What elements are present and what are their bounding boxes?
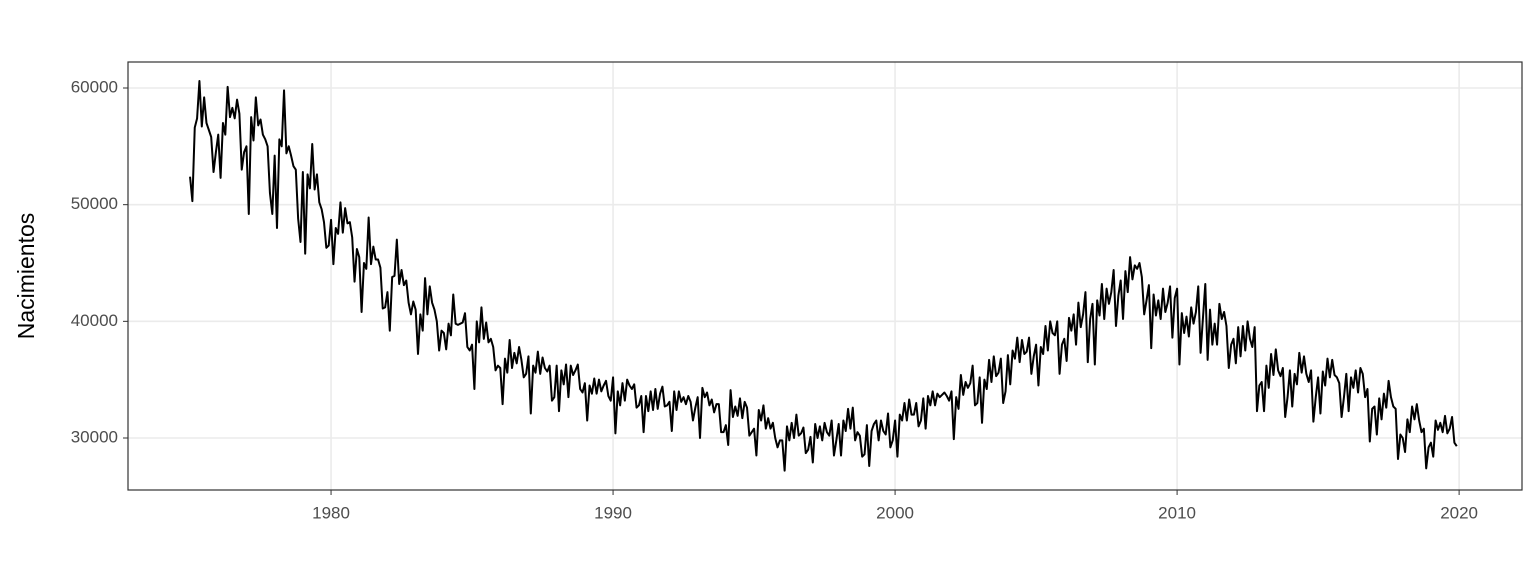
x-tick-label: 2010 [1158,503,1196,522]
x-tick-label: 1990 [594,503,632,522]
x-tick-label: 1980 [312,503,350,522]
y-tick-label: 60000 [71,77,118,96]
panel-border [127,61,1523,491]
y-axis-label: Nacimientos [13,213,39,340]
x-tick-label: 2020 [1440,503,1478,522]
y-tick-label: 30000 [71,427,118,446]
y-tick-label: 40000 [71,311,118,330]
y-tick-label: 50000 [71,194,118,213]
data-line [189,80,1458,472]
x-tick-label: 2000 [876,503,914,522]
